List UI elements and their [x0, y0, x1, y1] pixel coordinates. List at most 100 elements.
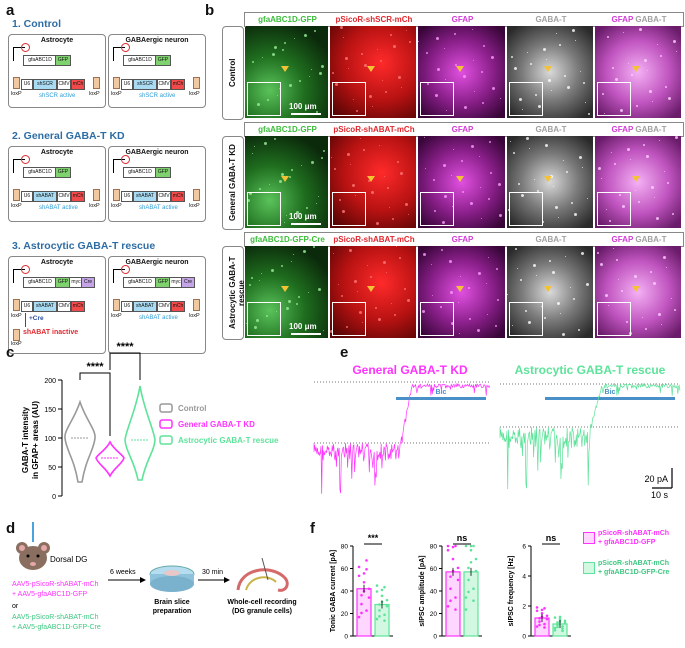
mouse-icon — [16, 522, 50, 570]
ytick: 50 — [48, 465, 56, 472]
legend-control: Control — [178, 404, 206, 413]
ytick: 0 — [52, 494, 56, 501]
construct-element: mCh — [71, 191, 85, 202]
construct-box: Astrocyte gfaABC1D GFP U6 shABAT CMV mCh loxP lo… — [8, 146, 106, 222]
data-point — [535, 625, 539, 628]
cre-label: +Cre — [29, 315, 44, 322]
violin-astro-rescue — [124, 385, 156, 481]
data-point — [357, 574, 361, 578]
arrowhead-icon — [544, 66, 552, 72]
y-axis-label-2: in GFAP+ areas (AU) — [31, 401, 40, 479]
injection-kd-1: AAV5-pSicoR-shABAT-mCh — [12, 581, 99, 588]
panel-c-violin-plot: 0 50 100 150 200 GABA-T intensity in GFA… — [21, 341, 279, 501]
arrowhead-icon — [544, 286, 552, 292]
cell-type: GABAergic neuron — [125, 37, 189, 44]
arrowhead-icon — [632, 66, 640, 72]
micrograph-tile — [507, 136, 593, 228]
construct-element: U6 — [21, 191, 33, 202]
data-point — [558, 615, 562, 619]
y-axis-label-1: GABA-T intensity — [21, 406, 30, 473]
cell-type: GABAergic neuron — [125, 259, 189, 266]
panel-f-label: f — [310, 520, 315, 537]
data-point — [538, 623, 541, 627]
data-point — [360, 593, 363, 597]
arrowhead-icon — [455, 66, 464, 72]
channel-header: GABA-T — [535, 235, 567, 244]
construct-box: GABAergic neuron gfaABC1D GFP U6 shABAT CMV mC… — [108, 146, 206, 222]
bic-label-kd: Bic — [436, 389, 447, 396]
status-inactive: shABAT inactive — [23, 329, 79, 336]
channel-header-bar: gfaABC1D-GFP pSicoR-shABAT-mCh GFAP GABA-T G… — [244, 122, 684, 137]
micrograph-tile — [330, 246, 416, 338]
construct-box: Astrocyte gfaABC1D GFP myc Cre U6 shABAT CMV mCh… — [8, 256, 106, 354]
arrowhead-icon — [455, 176, 464, 182]
arrowhead-icon — [367, 176, 375, 182]
data-point — [556, 623, 559, 627]
data-point — [469, 544, 473, 548]
ytick: 0 — [433, 634, 437, 641]
sig-control-kd: **** — [86, 361, 104, 373]
row-label: General GABA-T KD — [228, 144, 237, 222]
construct-element: shABAT — [33, 301, 57, 312]
zoom-inset — [332, 302, 366, 336]
zoom-inset — [420, 302, 454, 336]
panel-c-label: c — [6, 344, 15, 361]
zoom-inset — [597, 302, 631, 336]
zoom-inset — [247, 82, 281, 116]
zoom-inset — [247, 302, 281, 336]
micrograph-tile — [418, 26, 505, 118]
status-active: shABAT active — [139, 205, 178, 211]
section-title: 2. General GABA-T KD — [12, 130, 125, 142]
promoter-circle-icon — [21, 155, 30, 164]
legend-kd-2: + gfaABC1D-GFP — [598, 539, 656, 546]
data-point — [380, 594, 384, 598]
construct-element: U6 — [121, 301, 133, 312]
cell-type: Astrocyte — [40, 37, 74, 44]
panel-e-label: e — [340, 344, 349, 361]
trace-title-rescue: Astrocytic GABA-T rescue — [515, 363, 666, 377]
status-active: shSCR active — [139, 93, 176, 99]
or-label: or — [12, 603, 19, 610]
construct-element: shSCR — [33, 79, 57, 90]
data-point — [375, 584, 379, 587]
construct-element: shABAT — [133, 301, 157, 312]
construct-element: mCh — [171, 79, 185, 90]
arrowhead-icon — [280, 286, 289, 292]
panel-f-legend: pSicoR-shABAT-mCh + gfaABC1D-GFP pSicoR-… — [583, 530, 683, 586]
construct-gene: GFP — [55, 55, 71, 66]
data-point — [474, 557, 478, 561]
zoom-inset — [509, 302, 543, 336]
bar — [463, 571, 479, 637]
data-point — [561, 627, 564, 630]
ytick: 0 — [522, 634, 526, 641]
ytick: 100 — [44, 436, 56, 443]
weeks-label: 6 weeks — [110, 569, 136, 576]
construct-element: CMV — [57, 301, 71, 312]
construct-box: Astrocyte gfaABC1D GFP U6 shSCR CMV mCh loxP lox… — [8, 34, 106, 108]
micrograph-tile — [418, 136, 505, 228]
zoom-inset — [597, 192, 631, 226]
panel-a-label: a — [6, 2, 15, 19]
data-point — [543, 626, 546, 629]
data-point — [543, 607, 546, 610]
data-point — [365, 567, 368, 571]
micrograph-tile — [507, 246, 593, 338]
construct-element: mCh — [71, 301, 85, 312]
y-axis-label: Tonic GABA current [pA] — [330, 550, 337, 632]
bar — [445, 571, 461, 637]
significance-label: *** — [368, 533, 379, 543]
data-point — [456, 578, 460, 582]
data-point — [449, 587, 452, 591]
loxp-left: loxP — [11, 203, 22, 209]
status-active: shSCR active — [39, 93, 76, 99]
data-point — [464, 544, 468, 548]
micrograph-tile — [595, 26, 681, 118]
data-point — [375, 617, 379, 621]
ytick: 80 — [430, 544, 438, 551]
row-label-box: General GABA-T KD — [222, 136, 244, 230]
micrograph-tile: 100 μm — [245, 136, 328, 228]
legend-rescue-2: + gfaABC1D-GFP-Cre — [598, 569, 670, 576]
loxp-left: loxP — [11, 91, 22, 97]
construct-element: U6 — [21, 79, 33, 90]
